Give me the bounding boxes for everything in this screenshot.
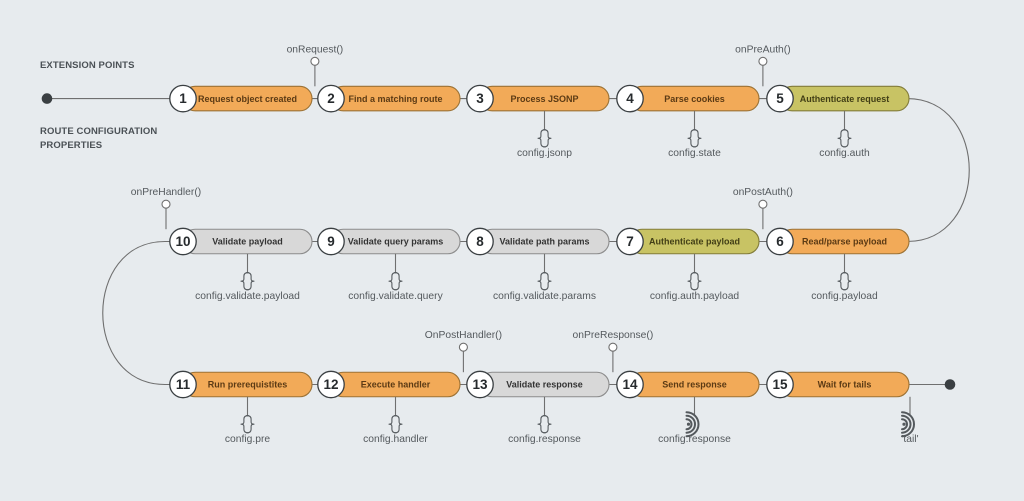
- svg-text:PROPERTIES: PROPERTIES: [40, 140, 102, 151]
- svg-text:9: 9: [327, 234, 335, 249]
- svg-text:config.jsonp: config.jsonp: [517, 148, 572, 159]
- svg-text:5: 5: [776, 91, 784, 106]
- svg-text:Execute handler: Execute handler: [361, 380, 431, 390]
- svg-text:config.auth: config.auth: [819, 148, 870, 159]
- svg-text:config.payload: config.payload: [811, 291, 878, 302]
- svg-text:Send response: Send response: [662, 380, 727, 390]
- svg-text:11: 11: [176, 377, 191, 392]
- svg-text:Validate path params: Validate path params: [499, 237, 589, 247]
- svg-text:config.pre: config.pre: [225, 434, 270, 445]
- svg-text:10: 10: [175, 234, 190, 249]
- svg-text:Wait for tails: Wait for tails: [818, 380, 872, 390]
- svg-text:Request object created: Request object created: [198, 94, 297, 104]
- svg-text:config.response: config.response: [508, 434, 581, 445]
- svg-text:config.auth.payload: config.auth.payload: [650, 291, 740, 302]
- svg-text:EXTENSION POINTS: EXTENSION POINTS: [40, 60, 135, 71]
- svg-text:Run prerequistites: Run prerequistites: [208, 380, 288, 390]
- svg-text:3: 3: [476, 91, 484, 106]
- svg-text:config.handler: config.handler: [363, 434, 428, 445]
- svg-text:13: 13: [472, 377, 488, 392]
- svg-text:config.response: config.response: [658, 434, 731, 445]
- svg-text:12: 12: [323, 377, 338, 392]
- svg-text:8: 8: [476, 234, 484, 249]
- svg-text:config.state: config.state: [668, 148, 721, 159]
- svg-text:Validate response: Validate response: [506, 380, 583, 390]
- svg-text:Read/parse payload: Read/parse payload: [802, 237, 887, 247]
- svg-text:Validate query params: Validate query params: [348, 237, 444, 247]
- svg-text:config.validate.query: config.validate.query: [348, 291, 443, 302]
- svg-text:Parse cookies: Parse cookies: [664, 94, 725, 104]
- svg-text:onPreHandler(): onPreHandler(): [131, 187, 201, 198]
- svg-text:onPreAuth(): onPreAuth(): [735, 44, 791, 55]
- svg-text:onRequest(): onRequest(): [287, 44, 344, 55]
- svg-text:6: 6: [776, 234, 784, 249]
- svg-text:Authenticate request: Authenticate request: [800, 94, 890, 104]
- svg-text:Authenticate payload: Authenticate payload: [649, 237, 740, 247]
- svg-text:'tail': 'tail': [901, 434, 918, 445]
- svg-text:15: 15: [772, 377, 788, 392]
- svg-text:config.validate.payload: config.validate.payload: [195, 291, 300, 302]
- svg-text:1: 1: [179, 91, 187, 106]
- svg-text:Validate payload: Validate payload: [212, 237, 283, 247]
- svg-text:4: 4: [626, 91, 634, 106]
- svg-text:Process JSONP: Process JSONP: [510, 94, 578, 104]
- svg-text:OnPostHandler(): OnPostHandler(): [425, 330, 502, 341]
- svg-text:Find a matching route: Find a matching route: [348, 94, 442, 104]
- svg-text:14: 14: [622, 377, 638, 392]
- svg-text:2: 2: [327, 91, 335, 106]
- svg-text:ROUTE CONFIGURATION: ROUTE CONFIGURATION: [40, 126, 157, 137]
- svg-text:onPostAuth(): onPostAuth(): [733, 187, 793, 198]
- svg-text:7: 7: [626, 234, 634, 249]
- svg-text:config.validate.params: config.validate.params: [493, 291, 596, 302]
- svg-text:onPreResponse(): onPreResponse(): [573, 330, 654, 341]
